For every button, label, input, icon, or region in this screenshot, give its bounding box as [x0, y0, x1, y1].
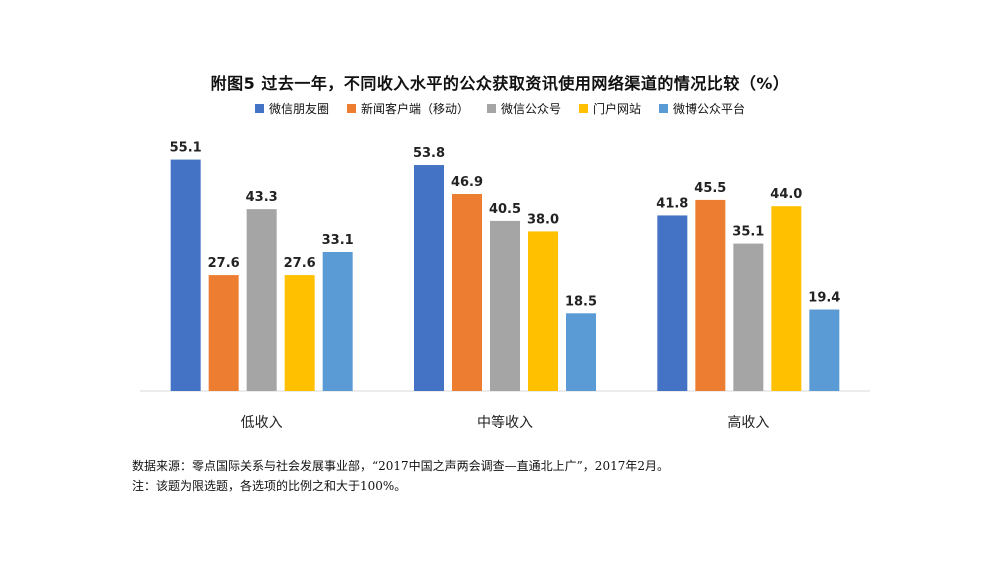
legend-label: 新闻客户端（移动） — [360, 102, 469, 116]
data-label: 43.3 — [246, 190, 278, 205]
data-label: 53.8 — [413, 146, 445, 161]
legend-label: 微信朋友圈 — [268, 102, 329, 116]
data-label: 19.4 — [808, 291, 840, 306]
data-label: 27.6 — [284, 256, 316, 271]
source-line: 数据来源：零点国际关系与社会发展事业部，“2017中国之声两会调查—直通北上广”… — [132, 459, 669, 473]
category-label: 高收入 — [727, 414, 769, 431]
bar — [490, 220, 520, 391]
bar — [284, 275, 315, 391]
data-label: 33.1 — [322, 233, 354, 248]
data-label: 38.0 — [527, 212, 559, 227]
data-label: 27.6 — [208, 256, 240, 271]
data-label: 35.1 — [732, 225, 764, 240]
note-line: 注：该题为限选题，各选项的比例之和大于100%。 — [132, 479, 407, 493]
legend-item: 微博公众平台 — [659, 100, 745, 117]
bar — [809, 309, 840, 391]
legend-item: 微信公众号 — [486, 100, 561, 117]
category-label: 中等收入 — [477, 414, 533, 431]
bar — [657, 215, 688, 391]
data-label: 55.1 — [170, 141, 202, 156]
bar — [528, 231, 558, 391]
data-label: 44.0 — [770, 187, 802, 202]
data-label: 41.8 — [656, 196, 688, 211]
legend-swatch — [579, 104, 588, 113]
bar — [322, 251, 353, 391]
category-label: 低收入 — [241, 415, 283, 431]
bar — [771, 206, 802, 391]
data-label: 46.9 — [451, 175, 483, 190]
source-note: 数据来源：零点国际关系与社会发展事业部，“2017中国之声两会调查—直通北上广”… — [132, 456, 669, 496]
legend-swatch — [254, 104, 264, 113]
legend-label: 微信公众号 — [500, 102, 561, 116]
legend-label: 微博公众平台 — [673, 102, 746, 116]
data-label: 45.5 — [694, 181, 726, 196]
data-label: 18.5 — [565, 294, 597, 309]
legend-swatch — [659, 104, 669, 113]
bar — [414, 165, 444, 391]
bar — [566, 313, 596, 391]
chart-title: 附图5 过去一年，不同收入水平的公众获取资讯使用网络渠道的情况比较（%） — [210, 74, 790, 93]
bar — [246, 209, 277, 391]
bar — [452, 194, 482, 391]
bar — [695, 199, 726, 391]
legend-item: 门户网站 — [579, 100, 641, 117]
legend-label: 门户网站 — [593, 102, 642, 116]
legend: 微信朋友圈 新闻客户端（移动） 微信公众号 门户网站 微博公众平台 — [0, 100, 1000, 117]
bar — [208, 275, 239, 391]
legend-item: 新闻客户端（移动） — [346, 100, 469, 117]
bar — [170, 159, 201, 391]
bar — [733, 243, 764, 391]
legend-swatch — [346, 104, 356, 113]
data-label: 40.5 — [489, 202, 521, 217]
legend-item: 微信朋友圈 — [254, 100, 329, 117]
legend-swatch — [486, 104, 496, 113]
